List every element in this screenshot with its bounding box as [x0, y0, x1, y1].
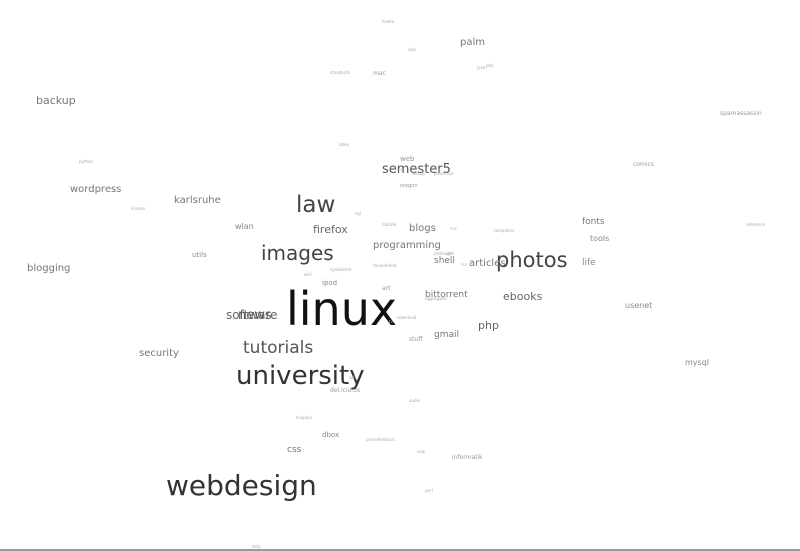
tag-law[interactable]: law: [296, 192, 336, 218]
tag-images[interactable]: images: [261, 241, 334, 265]
tag-reference[interactable]: reference: [746, 222, 766, 227]
tag-olpc[interactable]: olpc: [408, 47, 417, 52]
tag-comics[interactable]: comics: [633, 161, 654, 168]
tag-wiki[interactable]: wiki: [304, 272, 312, 277]
tag-bittorrent[interactable]: bittorrent: [425, 290, 468, 300]
tag-photos[interactable]: photos: [496, 248, 568, 272]
tag-art[interactable]: art: [382, 285, 391, 292]
tag-shell[interactable]: shell: [434, 256, 455, 266]
tag-utils[interactable]: utils: [192, 251, 207, 259]
tag-knoppix[interactable]: knoppix: [296, 415, 312, 420]
tag-pda[interactable]: pda: [486, 63, 494, 68]
tag-del-icio-us[interactable]: del.icio.us: [330, 387, 361, 394]
tag-ssh[interactable]: ssh: [349, 375, 356, 380]
tag-usenet[interactable]: usenet: [625, 301, 653, 310]
tag-security[interactable]: security: [139, 348, 179, 359]
tag-oregon[interactable]: oregon: [400, 183, 418, 189]
tag-webdesign[interactable]: webdesign: [166, 469, 317, 502]
tag-fonts[interactable]: fonts: [582, 217, 605, 227]
tag-linux[interactable]: linux: [286, 282, 398, 336]
tag-web[interactable]: web: [400, 155, 415, 163]
tag-perl[interactable]: perl: [425, 488, 433, 493]
tag-stuff[interactable]: stuff: [409, 336, 423, 343]
tag-tv[interactable]: tv: [389, 319, 393, 324]
tag-spamassassin[interactable]: spamassassin: [720, 110, 762, 117]
tag-audio[interactable]: audio: [409, 398, 421, 403]
tag-standards[interactable]: standards: [330, 70, 350, 75]
tag-university[interactable]: university: [236, 361, 365, 391]
tag-gtd[interactable]: gtd: [447, 251, 454, 256]
tag-firefox[interactable]: firefox: [313, 223, 348, 236]
tag-rss[interactable]: rss: [461, 262, 467, 267]
tag-javascript[interactable]: javascript: [434, 171, 454, 176]
tag-programming[interactable]: programming: [373, 240, 441, 251]
tag-design[interactable]: design: [412, 171, 426, 176]
tag-backup[interactable]: backup: [36, 94, 76, 107]
tag-tools[interactable]: tools: [590, 234, 610, 243]
tag-karlsruhe[interactable]: karlsruhe: [174, 195, 221, 206]
tag-thunderbird[interactable]: thunderbird: [373, 263, 397, 268]
tag-symbolism[interactable]: symbolism: [330, 267, 352, 272]
tag-java[interactable]: java: [477, 65, 486, 70]
tag-mozilla[interactable]: mozilla: [382, 222, 397, 227]
tag-latex[interactable]: latex: [339, 142, 349, 147]
tag-cvs[interactable]: cvs: [450, 226, 457, 231]
tag-templates[interactable]: templates: [494, 228, 515, 233]
tag-blogging[interactable]: blogging: [27, 263, 71, 274]
tag-mac[interactable]: mac: [373, 70, 386, 77]
tag-informatik[interactable]: informatik: [452, 454, 483, 461]
tag-help[interactable]: help: [252, 544, 261, 549]
tag-howto[interactable]: howto: [382, 19, 395, 24]
tag-css[interactable]: css: [287, 445, 302, 455]
tag-wordpress[interactable]: wordpress: [70, 184, 122, 195]
tag-software[interactable]: software: [226, 308, 278, 322]
tag-vim[interactable]: vim: [397, 167, 405, 172]
tag-parteiderbasis[interactable]: parteiderbasis: [366, 437, 395, 442]
tag-semester5[interactable]: semester5: [382, 162, 451, 177]
tag-podcasts[interactable]: podcasts: [434, 251, 452, 256]
tag-license[interactable]: license: [131, 206, 145, 211]
tag-python[interactable]: python: [79, 159, 93, 164]
tag-sql[interactable]: sql: [355, 211, 361, 216]
tag-ebooks[interactable]: ebooks: [503, 290, 543, 303]
tag-ipod[interactable]: ipod: [322, 279, 338, 287]
tag-download[interactable]: download: [397, 315, 417, 320]
tag-tutorials[interactable]: tutorials: [243, 338, 314, 358]
tag-dbox[interactable]: dbox: [322, 431, 340, 439]
tag-php[interactable]: php: [478, 319, 499, 332]
tag-palm[interactable]: palm: [460, 37, 485, 48]
tag-voip[interactable]: voip: [417, 449, 426, 454]
tag-mysql[interactable]: mysql: [685, 358, 709, 367]
tag-blogs[interactable]: blogs: [409, 223, 436, 234]
tag-gmail[interactable]: gmail: [434, 330, 459, 340]
tag-articles[interactable]: articles: [469, 258, 506, 269]
tag-life[interactable]: life: [582, 258, 596, 268]
tag-news[interactable]: news: [238, 308, 272, 323]
tag-wlan[interactable]: wlan: [235, 222, 254, 231]
tag-aggregator[interactable]: aggregator: [425, 296, 448, 301]
bottom-border: [0, 549, 800, 551]
